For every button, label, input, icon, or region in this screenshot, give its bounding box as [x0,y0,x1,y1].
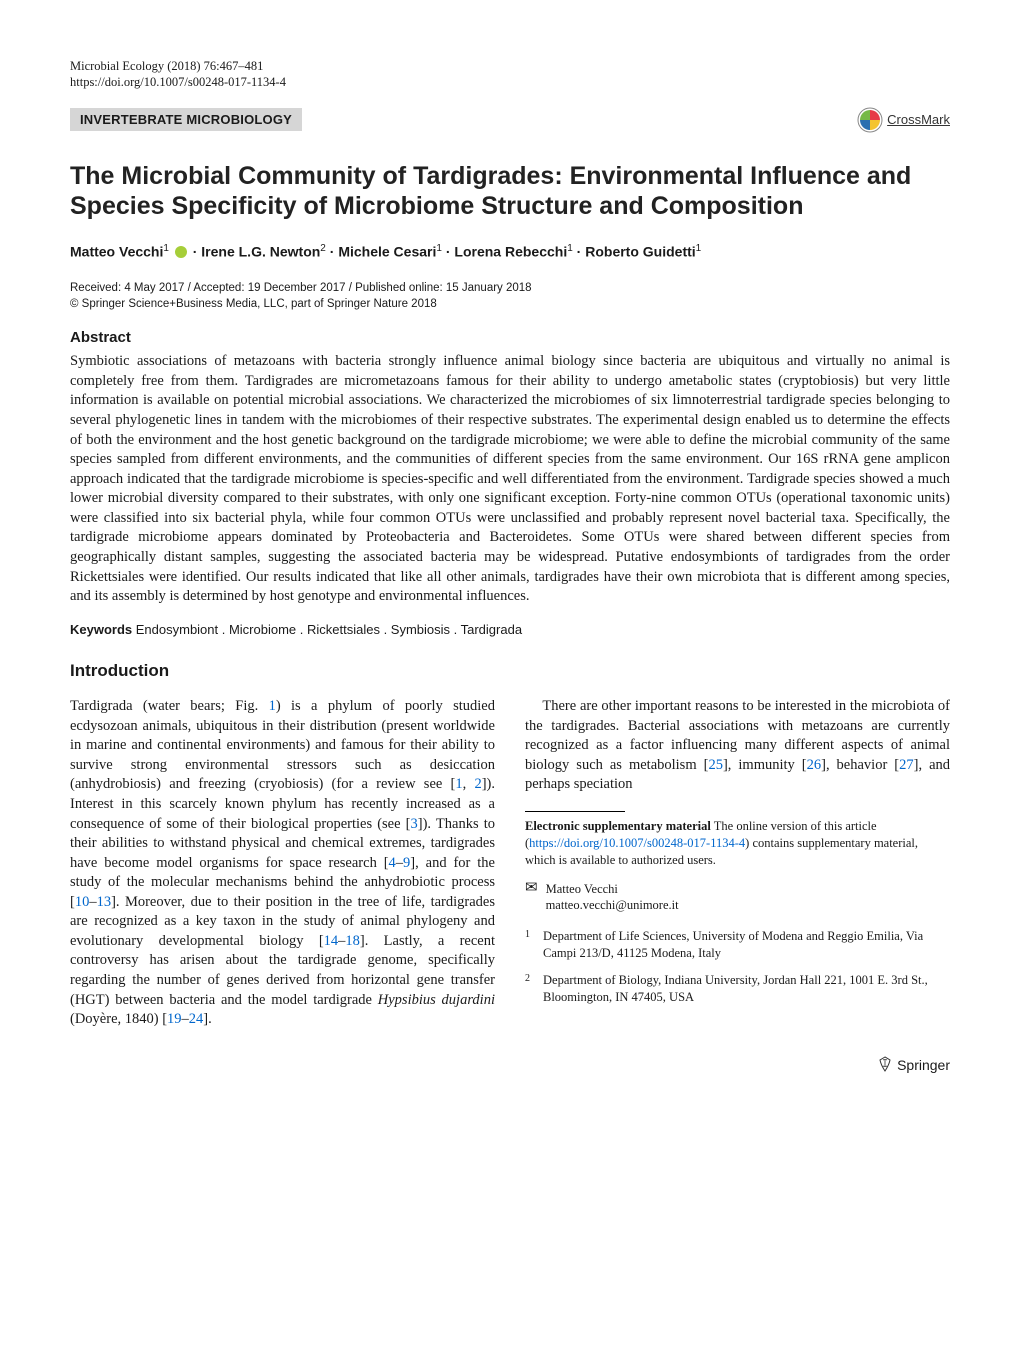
corresp-name: Matteo Vecchi [546,881,679,898]
publication-dates: Received: 4 May 2017 / Accepted: 19 Dece… [70,281,950,312]
copyright-line: © Springer Science+Business Media, LLC, … [70,297,950,313]
orcid-icon[interactable] [175,246,187,258]
corresp-email: matteo.vecchi@unimore.it [546,897,679,914]
affiliation-1: 1 Department of Life Sciences, Universit… [525,928,950,962]
species-name: Hypsibius dujardini [378,992,495,1008]
category-row: INVERTEBRATE MICROBIOLOGY CrossMark [70,107,950,133]
cite-19[interactable]: 19 [167,1011,182,1027]
abstract-body: Symbiotic associations of metazoans with… [70,352,950,606]
intro-paragraph-1: Tardigrada (water bears; Fig. 1) is a ph… [70,697,495,1030]
esm-label: Electronic supplementary material [525,819,711,833]
cite-10[interactable]: 10 [75,894,90,910]
keywords: Keywords Endosymbiont . Microbiome . Ric… [70,621,950,639]
cite-1[interactable]: 1 [455,776,462,792]
article-title: The Microbial Community of Tardigrades: … [70,161,950,222]
author-1: Matteo Vecchi [70,243,163,259]
publisher-name: Springer [897,1057,950,1073]
keywords-text: Endosymbiont . Microbiome . Rickettsiale… [132,622,522,637]
publisher-footer: Springer [70,1056,950,1075]
author-list: Matteo Vecchi1 · Irene L.G. Newton2 · Mi… [70,242,950,262]
esm-note: Electronic supplementary material The on… [525,818,950,869]
left-column-extras: Electronic supplementary material The on… [525,811,950,1006]
abstract-heading: Abstract [70,328,950,348]
dates-line-1: Received: 4 May 2017 / Accepted: 19 Dece… [70,281,950,297]
affiliation-2: 2 Department of Biology, Indiana Univers… [525,972,950,1006]
author-2: Irene L.G. Newton [201,243,320,259]
article-category: INVERTEBRATE MICROBIOLOGY [70,108,302,132]
author-5: Roberto Guidetti [585,243,695,259]
cite-3[interactable]: 3 [411,816,418,832]
cite-14[interactable]: 14 [324,933,339,949]
keywords-label: Keywords [70,622,132,637]
journal-citation: Microbial Ecology (2018) 76:467–481 [70,58,950,74]
introduction-heading: Introduction [70,660,950,683]
cite-25[interactable]: 25 [708,757,723,773]
springer-icon [877,1056,893,1072]
running-head: Microbial Ecology (2018) 76:467–481 http… [70,58,950,91]
body-columns: Tardigrada (water bears; Fig. 1) is a ph… [70,697,950,1030]
esm-doi-link[interactable]: https://doi.org/10.1007/s00248-017-1134-… [529,836,745,850]
cite-2[interactable]: 2 [474,776,481,792]
intro-paragraph-2: There are other important reasons to be … [525,697,950,795]
crossmark-badge[interactable]: CrossMark [857,107,950,133]
cite-26[interactable]: 26 [807,757,822,773]
crossmark-label: CrossMark [887,111,950,129]
cite-18[interactable]: 18 [345,933,360,949]
envelope-icon: ✉ [525,881,538,915]
corresponding-author: ✉ Matteo Vecchi matteo.vecchi@unimore.it [525,881,950,915]
fig-ref-1[interactable]: 1 [269,698,276,714]
footnote-rule [525,811,625,812]
crossmark-icon [857,107,883,133]
author-4: Lorena Rebecchi [454,243,567,259]
author-3: Michele Cesari [338,243,436,259]
doi-line: https://doi.org/10.1007/s00248-017-1134-… [70,74,950,90]
cite-4[interactable]: 4 [389,855,396,871]
cite-13[interactable]: 13 [97,894,112,910]
cite-27[interactable]: 27 [899,757,914,773]
affiliations: 1 Department of Life Sciences, Universit… [525,928,950,1006]
cite-24[interactable]: 24 [189,1011,204,1027]
